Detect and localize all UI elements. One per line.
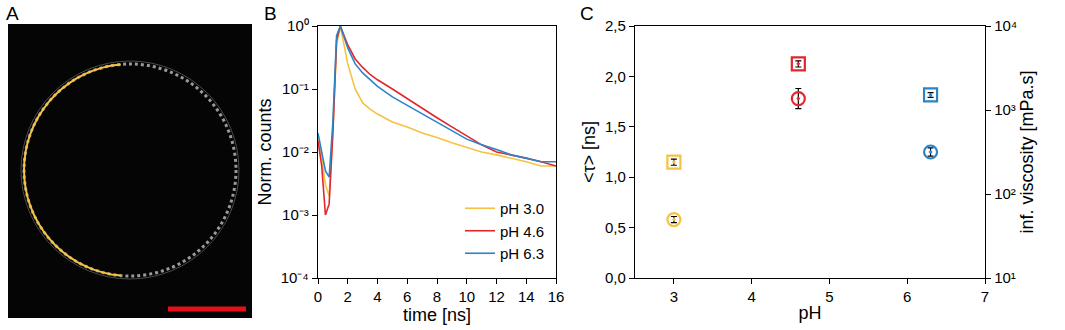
svg-text:10⁻¹: 10⁻¹ <box>282 80 309 97</box>
svg-text:6: 6 <box>903 288 911 305</box>
svg-text:Norm. counts: Norm. counts <box>255 98 275 205</box>
svg-text:4: 4 <box>747 288 755 305</box>
svg-text:10⁰: 10⁰ <box>287 17 309 34</box>
svg-text:14: 14 <box>518 288 535 305</box>
svg-text:6: 6 <box>403 288 411 305</box>
svg-text:10¹: 10¹ <box>994 269 1016 286</box>
svg-text:2,5: 2,5 <box>605 17 626 34</box>
svg-text:8: 8 <box>433 288 441 305</box>
svg-text:time [ns]: time [ns] <box>403 305 471 325</box>
svg-text:10⁻³: 10⁻³ <box>282 206 309 223</box>
svg-text:10⁻²: 10⁻² <box>282 143 309 160</box>
svg-text:pH 6.3: pH 6.3 <box>500 245 544 262</box>
svg-text:pH: pH <box>798 303 821 323</box>
svg-text:10: 10 <box>458 288 475 305</box>
svg-text:3: 3 <box>670 288 678 305</box>
svg-text:5: 5 <box>825 288 833 305</box>
svg-text:A: A <box>6 3 19 24</box>
svg-text:C: C <box>580 3 594 24</box>
svg-text:12: 12 <box>488 288 505 305</box>
svg-text:1,5: 1,5 <box>605 118 626 135</box>
svg-text:4: 4 <box>373 288 381 305</box>
svg-text:inf. viscosity [mPa.s]: inf. viscosity [mPa.s] <box>1017 70 1037 233</box>
svg-text:<τ> [ns]: <τ> [ns] <box>579 121 599 183</box>
svg-text:10⁴: 10⁴ <box>994 17 1017 34</box>
svg-text:pH 3.0: pH 3.0 <box>500 200 544 217</box>
svg-text:0: 0 <box>314 288 322 305</box>
svg-text:1,0: 1,0 <box>605 168 626 185</box>
svg-text:0,5: 0,5 <box>605 219 626 236</box>
svg-text:16: 16 <box>548 288 565 305</box>
svg-text:10³: 10³ <box>994 101 1016 118</box>
svg-text:2: 2 <box>344 288 352 305</box>
svg-text:10⁻⁴: 10⁻⁴ <box>281 269 309 286</box>
svg-text:0,0: 0,0 <box>605 269 626 286</box>
svg-text:10²: 10² <box>994 185 1016 202</box>
svg-text:B: B <box>264 3 277 24</box>
svg-text:2,0: 2,0 <box>605 68 626 85</box>
svg-text:pH 4.6: pH 4.6 <box>500 223 544 240</box>
svg-text:7: 7 <box>981 288 989 305</box>
